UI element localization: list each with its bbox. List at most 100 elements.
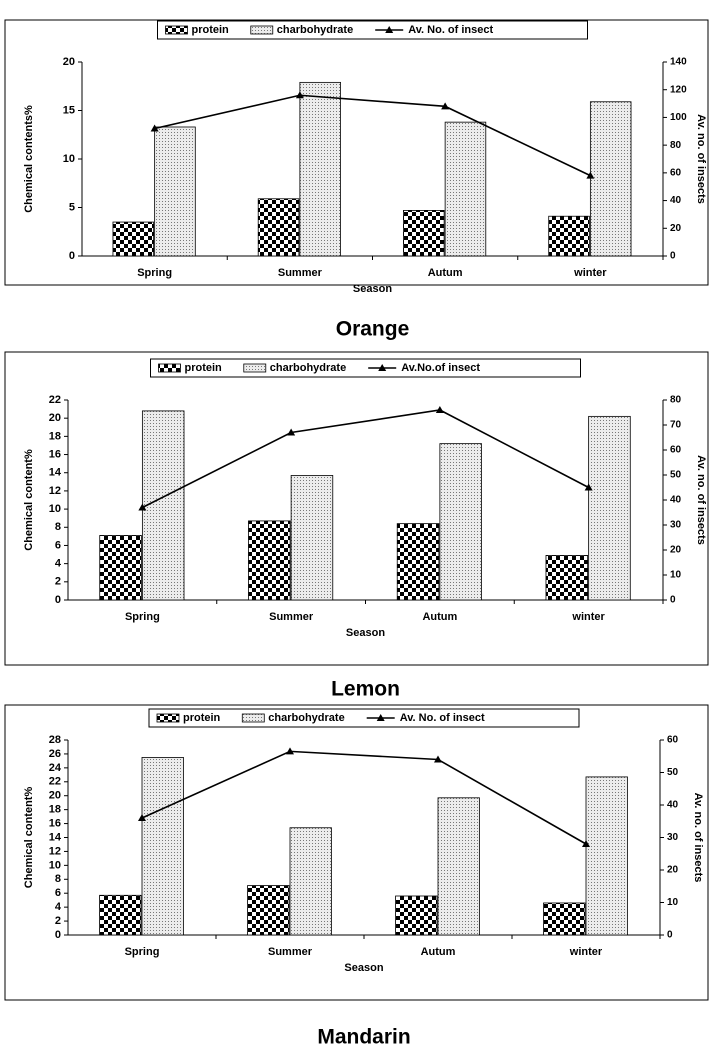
y-axis-label: Chemical contents% [23,105,35,213]
y-tick-label: 10 [63,153,75,165]
y-tick-label: 14 [49,467,62,479]
chart-frame [4,19,709,286]
y2-tick-label: 20 [670,545,682,556]
bar [290,475,334,601]
bar [112,221,155,257]
y2-axis-label: Av. no. of insects [695,455,707,545]
y2-tick-label: 30 [667,832,679,843]
x-tick-label: Spring [137,267,172,279]
legend-box [150,358,581,378]
y-tick-label: 8 [55,521,61,533]
y2-tick-label: 40 [670,495,682,506]
y-tick-label: 5 [69,201,75,213]
bar [247,885,290,936]
legend-swatch [156,713,180,723]
chart-frame [4,704,709,1001]
y-tick-label: 10 [49,503,61,515]
bar [395,895,438,936]
line-marker [586,171,595,179]
y2-tick-label: 0 [667,930,673,941]
legend-label: charbohydrate [277,24,353,36]
x-tick-label: Autum [428,267,463,279]
y-tick-label: 22 [49,394,61,406]
insect-line [142,409,589,509]
legend-label: protein [183,712,221,724]
y-tick-label: 18 [49,804,61,816]
legend-label: protein [192,24,230,36]
y2-tick-label: 10 [670,570,682,581]
line-marker [138,814,146,821]
chart-caption: Mandarin [317,1026,410,1049]
x-tick-label: Summer [268,946,313,958]
bar [299,81,341,257]
x-axis-label: Season [353,283,392,295]
x-tick-label: winter [573,267,607,279]
bar [437,797,480,936]
bar [141,757,184,936]
y-tick-label: 2 [55,576,61,588]
legend-box [157,20,588,40]
bar [444,121,487,257]
legend-marker [385,26,394,33]
line-marker [295,91,304,99]
y-tick-label: 8 [55,873,61,885]
y-axis-label: Chemical content% [23,449,35,551]
bar [439,443,482,601]
bar [588,415,631,601]
line-marker [287,428,296,436]
y-tick-label: 20 [63,56,75,68]
x-tick-label: Spring [125,946,160,958]
bar [403,210,445,257]
legend-marker [378,364,387,371]
y2-tick-label: 30 [670,520,682,531]
bar [548,215,590,257]
x-tick-label: Autum [421,946,456,958]
y2-tick-label: 120 [670,84,687,95]
y2-tick-label: 80 [670,395,682,406]
y2-tick-label: 140 [670,57,687,68]
y-tick-label: 0 [55,594,61,606]
bar [99,535,142,601]
line-marker [286,747,294,755]
y-tick-label: 16 [49,817,61,829]
insect-line [154,94,591,177]
y2-tick-label: 60 [667,735,679,746]
y-tick-label: 16 [49,448,61,460]
y2-tick-label: 40 [670,195,682,206]
chart-caption: Lemon [331,678,400,701]
y-tick-label: 6 [55,539,61,551]
x-tick-label: Summer [278,267,323,279]
legend-label: Av. No. of insect [408,24,493,36]
y-tick-label: 4 [55,901,62,913]
bar [141,410,185,601]
bar [396,523,440,601]
y-tick-label: 10 [49,859,61,871]
legend-label: Av.No.of insect [401,362,480,374]
chart-caption: Orange [336,318,410,341]
line-marker [584,483,593,491]
legend-label: protein [185,362,223,374]
y2-tick-label: 50 [667,767,679,778]
y2-axis-label: Av. no. of insects [695,114,707,204]
y-tick-label: 12 [49,845,61,857]
line-marker [582,840,590,847]
y-tick-label: 20 [49,790,61,802]
y-tick-label: 2 [55,915,61,927]
y-axis-label: Chemical content% [23,787,35,889]
legend-swatch [243,363,267,373]
legend-swatch [241,713,265,723]
x-tick-label: Spring [125,611,160,623]
x-tick-label: winter [569,946,603,958]
y-tick-label: 18 [49,430,61,442]
bar [248,520,291,601]
legend-marker [376,714,385,721]
x-tick-label: Summer [269,611,314,623]
bar [257,198,300,257]
legend-label: charbohydrate [268,712,344,724]
y2-tick-label: 80 [670,140,682,151]
bar [543,902,586,936]
x-tick-label: winter [571,611,605,623]
y2-tick-label: 0 [670,251,676,262]
y2-axis-label: Av. no. of insects [692,793,704,883]
